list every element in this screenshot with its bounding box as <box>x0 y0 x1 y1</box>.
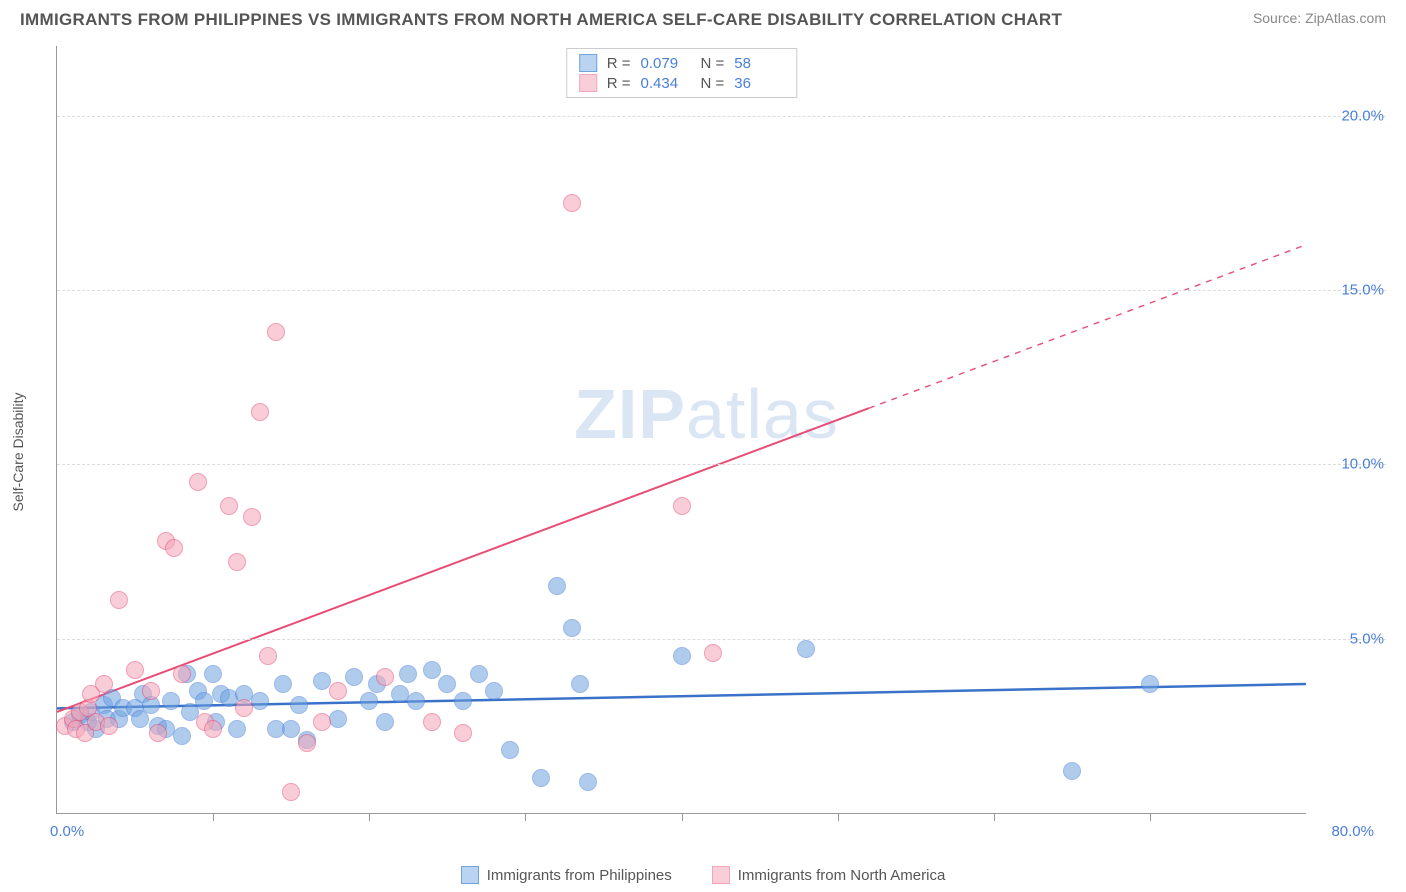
data-point <box>126 661 144 679</box>
data-point <box>95 675 113 693</box>
data-point <box>470 665 488 683</box>
x-tick <box>525 813 526 821</box>
data-point <box>438 675 456 693</box>
data-point <box>797 640 815 658</box>
data-point <box>149 724 167 742</box>
stats-row-1: R = 0.079 N = 58 <box>579 53 785 73</box>
data-point <box>423 661 441 679</box>
data-point <box>579 773 597 791</box>
data-point <box>454 724 472 742</box>
r-label: R = <box>607 75 631 92</box>
data-point <box>274 675 292 693</box>
x-tick <box>682 813 683 821</box>
data-point <box>204 720 222 738</box>
data-point <box>376 713 394 731</box>
data-point <box>259 647 277 665</box>
r-value: 0.079 <box>641 55 691 72</box>
data-point <box>423 713 441 731</box>
data-point <box>329 710 347 728</box>
data-point <box>345 668 363 686</box>
x-tick <box>213 813 214 821</box>
data-point <box>162 692 180 710</box>
data-point <box>165 539 183 557</box>
data-point <box>360 692 378 710</box>
x-tick <box>1150 813 1151 821</box>
data-point <box>571 675 589 693</box>
x-axis-origin-label: 0.0% <box>50 823 84 840</box>
data-point <box>1141 675 1159 693</box>
y-tick-label: 20.0% <box>1341 107 1384 124</box>
data-point <box>298 734 316 752</box>
data-point <box>142 682 160 700</box>
n-label: N = <box>701 55 725 72</box>
legend-item-1: Immigrants from Philippines <box>461 866 672 884</box>
grid-line <box>57 290 1386 291</box>
data-point <box>454 692 472 710</box>
data-point <box>228 553 246 571</box>
y-tick-label: 15.0% <box>1341 282 1384 299</box>
stats-legend: R = 0.079 N = 58 R = 0.434 N = 36 <box>566 48 798 98</box>
chart-area: Self-Care Disability ZIPatlas R = 0.079 … <box>48 46 1386 842</box>
data-point <box>110 591 128 609</box>
x-tick <box>994 813 995 821</box>
source-attribution: Source: ZipAtlas.com <box>1253 10 1386 26</box>
n-value: 58 <box>734 55 784 72</box>
data-point <box>501 741 519 759</box>
data-point <box>407 692 425 710</box>
data-point <box>548 577 566 595</box>
swatch-icon <box>579 74 597 92</box>
data-point <box>204 665 222 683</box>
data-point <box>220 497 238 515</box>
data-point <box>173 665 191 683</box>
legend-item-2: Immigrants from North America <box>712 866 946 884</box>
data-point <box>399 665 417 683</box>
x-tick <box>369 813 370 821</box>
legend-label: Immigrants from Philippines <box>487 867 672 884</box>
data-point <box>563 194 581 212</box>
data-point <box>485 682 503 700</box>
data-point <box>290 696 308 714</box>
data-point <box>563 619 581 637</box>
y-axis-label: Self-Care Disability <box>10 392 26 511</box>
n-label: N = <box>701 75 725 92</box>
trend-line-dashed <box>869 245 1306 409</box>
swatch-icon <box>461 866 479 884</box>
data-point <box>100 717 118 735</box>
plot-region: ZIPatlas R = 0.079 N = 58 R = 0.434 N = … <box>56 46 1306 814</box>
grid-line <box>57 464 1386 465</box>
swatch-icon <box>579 54 597 72</box>
chart-title: IMMIGRANTS FROM PHILIPPINES VS IMMIGRANT… <box>20 10 1062 30</box>
legend-label: Immigrants from North America <box>738 867 946 884</box>
data-point <box>251 403 269 421</box>
data-point <box>243 508 261 526</box>
data-point <box>251 692 269 710</box>
bottom-legend: Immigrants from Philippines Immigrants f… <box>0 866 1406 884</box>
grid-line <box>57 639 1386 640</box>
r-label: R = <box>607 55 631 72</box>
data-point <box>235 699 253 717</box>
stats-row-2: R = 0.434 N = 36 <box>579 73 785 93</box>
data-point <box>282 783 300 801</box>
data-point <box>189 473 207 491</box>
data-point <box>329 682 347 700</box>
data-point <box>704 644 722 662</box>
swatch-icon <box>712 866 730 884</box>
data-point <box>228 720 246 738</box>
data-point <box>376 668 394 686</box>
y-tick-label: 10.0% <box>1341 456 1384 473</box>
data-point <box>1063 762 1081 780</box>
data-point <box>195 692 213 710</box>
data-point <box>267 323 285 341</box>
data-point <box>173 727 191 745</box>
x-axis-max-label: 80.0% <box>1331 823 1374 840</box>
data-point <box>673 647 691 665</box>
y-tick-label: 5.0% <box>1350 630 1384 647</box>
n-value: 36 <box>734 75 784 92</box>
data-point <box>673 497 691 515</box>
x-tick <box>838 813 839 821</box>
data-point <box>313 713 331 731</box>
r-value: 0.434 <box>641 75 691 92</box>
data-point <box>532 769 550 787</box>
grid-line <box>57 116 1386 117</box>
